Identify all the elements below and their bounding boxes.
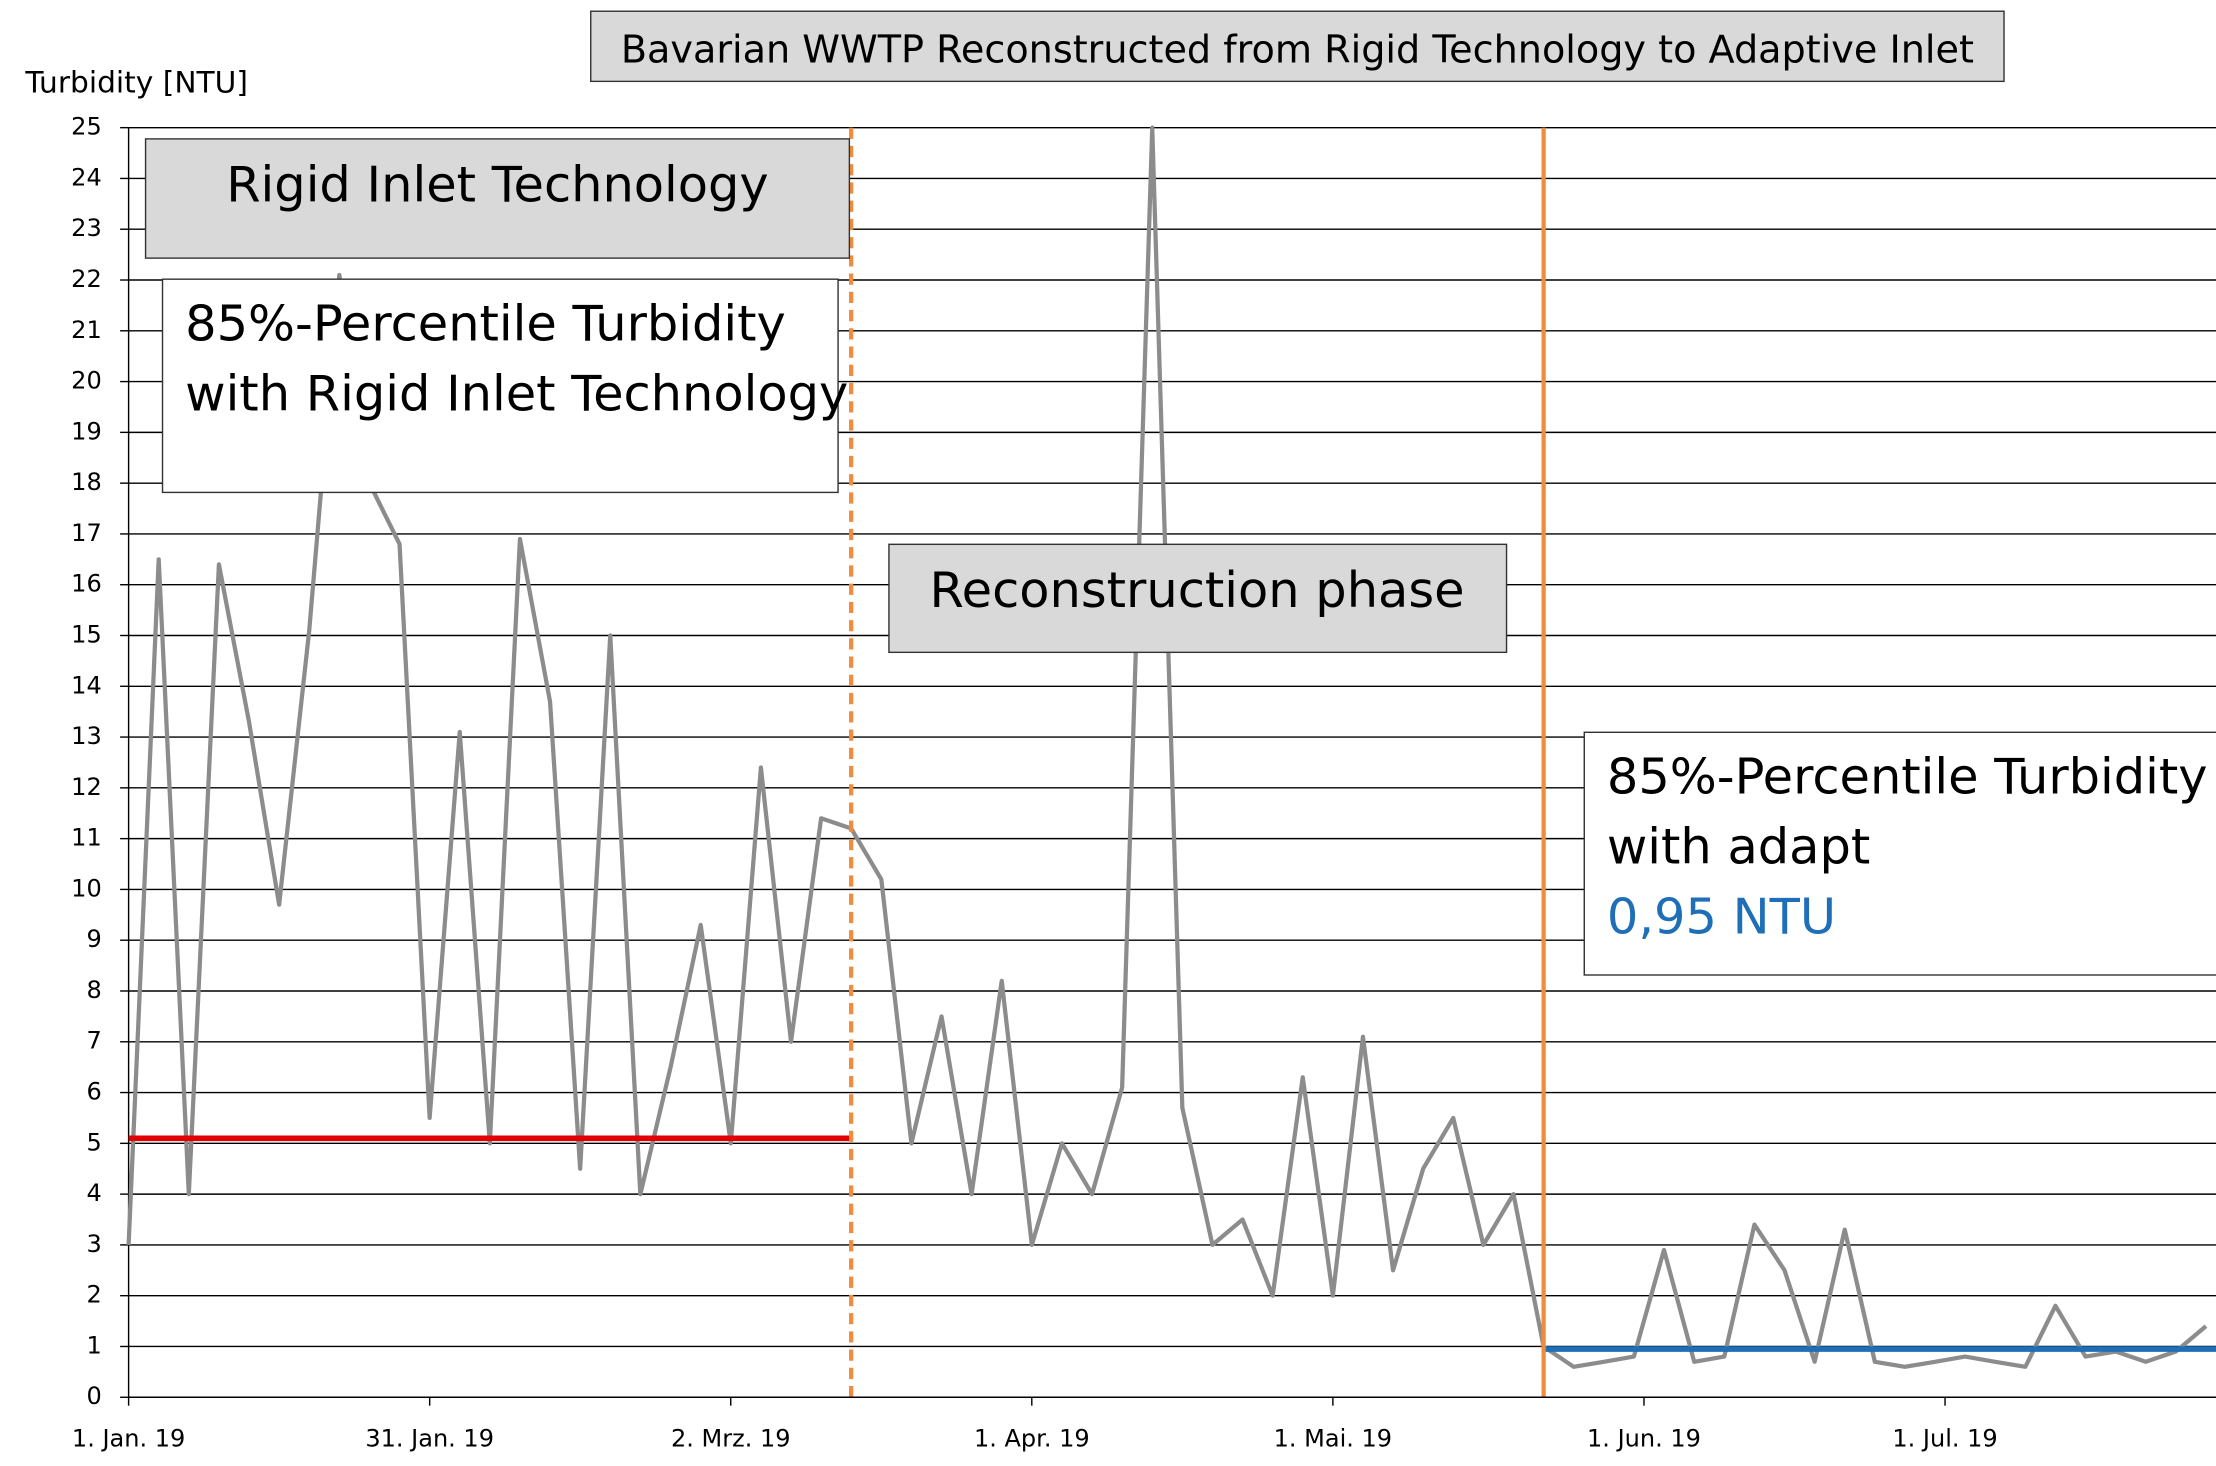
annotation: with adapt bbox=[1607, 818, 1870, 876]
annotations: Bavarian WWTP Reconstructed from Rigid T… bbox=[24, 10, 2216, 976]
y-tick-label: 2 bbox=[86, 1281, 101, 1309]
title-box bbox=[590, 10, 2005, 83]
annotation: Reconstruction phase bbox=[930, 561, 1465, 619]
y-tick-label: 3 bbox=[86, 1230, 101, 1258]
x-tick-label: 1. Apr. 19 bbox=[974, 1424, 1090, 1452]
x-tick-label: 1. Mai. 19 bbox=[1274, 1424, 1392, 1452]
y-tick-label: 0 bbox=[86, 1382, 101, 1410]
annotation: 85%-Percentile Turbidity bbox=[1607, 748, 2208, 806]
annotation-box bbox=[161, 278, 839, 494]
annotation: Rigid Inlet Technology bbox=[226, 156, 769, 214]
annotation-box bbox=[888, 543, 1508, 654]
y-tick-label: 8 bbox=[86, 976, 101, 1004]
y-tick-label: 17 bbox=[71, 519, 102, 547]
annotation-box bbox=[1583, 731, 2216, 976]
y-tick-label: 25 bbox=[71, 113, 102, 141]
y-tick-label: 14 bbox=[71, 671, 102, 699]
y-tick-label: 15 bbox=[71, 621, 102, 649]
chart-title: Bavarian WWTP Reconstructed from Rigid T… bbox=[621, 27, 1974, 71]
y-tick-label: 20 bbox=[71, 367, 102, 395]
y-tick-label: 10 bbox=[71, 874, 102, 902]
annotation: 85%-Percentile Turbidity bbox=[185, 294, 786, 352]
y-tick-label: 11 bbox=[71, 824, 102, 852]
y-tick-label: 23 bbox=[71, 214, 102, 242]
y-tick-label: 4 bbox=[86, 1179, 101, 1207]
y-tick-label: 12 bbox=[71, 773, 102, 801]
y-tick-label: 19 bbox=[71, 417, 102, 445]
y-axis-label: Turbidity [NTU] bbox=[24, 66, 247, 100]
annotation: with Rigid Inlet Technology bbox=[185, 365, 848, 423]
x-tick-label: 1. Jan. 19 bbox=[72, 1424, 185, 1452]
x-tick-label: 31. Jan. 19 bbox=[365, 1424, 494, 1452]
y-tick-label: 21 bbox=[71, 316, 102, 344]
x-tick-label: 1. Jun. 19 bbox=[1587, 1424, 1701, 1452]
annotation-box bbox=[144, 138, 851, 259]
y-tick-label: 13 bbox=[71, 722, 102, 750]
y-tick-label: 1 bbox=[86, 1332, 101, 1360]
y-tick-label: 16 bbox=[71, 570, 102, 598]
y-tick-label: 7 bbox=[86, 1027, 101, 1055]
annotation-value: 0,95 NTU bbox=[1607, 888, 1836, 946]
y-tick-label: 18 bbox=[71, 468, 102, 496]
y-tick-label: 6 bbox=[86, 1078, 101, 1106]
y-tick-label: 24 bbox=[71, 164, 102, 192]
x-tick-label: 2. Mrz. 19 bbox=[671, 1424, 791, 1452]
x-tick-label: 1. Jul. 19 bbox=[1892, 1424, 1997, 1452]
y-tick-label: 9 bbox=[86, 925, 101, 953]
y-tick-label: 22 bbox=[71, 265, 102, 293]
y-tick-label: 5 bbox=[86, 1128, 101, 1156]
